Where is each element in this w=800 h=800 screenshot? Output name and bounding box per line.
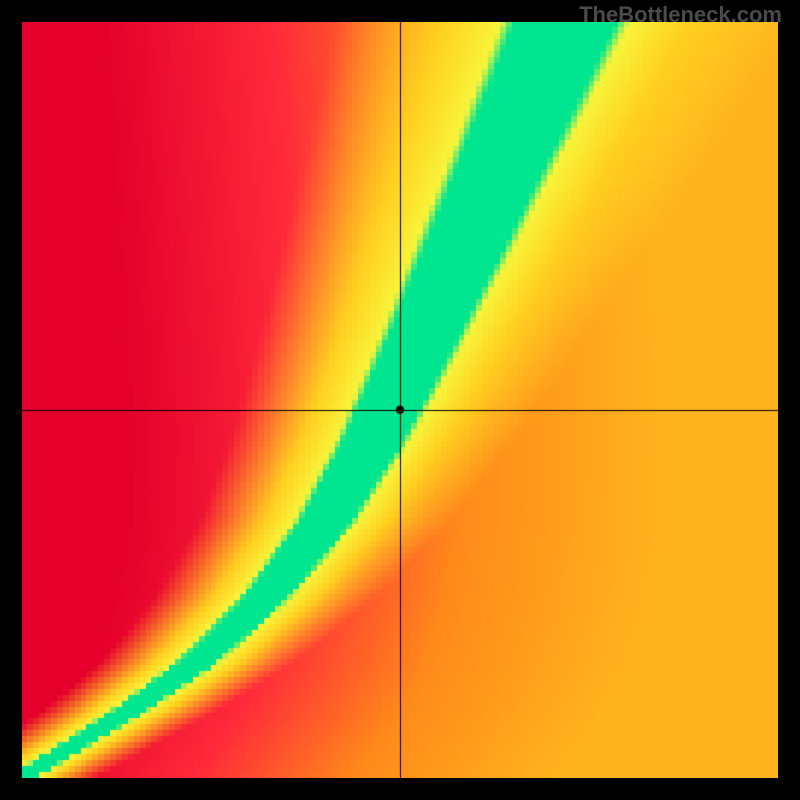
watermark-text: TheBottleneck.com <box>579 2 782 28</box>
heatmap-plot <box>22 22 778 778</box>
chart-container: TheBottleneck.com <box>0 0 800 800</box>
